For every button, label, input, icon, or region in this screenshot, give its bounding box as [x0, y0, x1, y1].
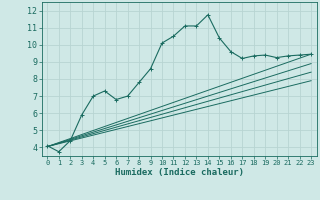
X-axis label: Humidex (Indice chaleur): Humidex (Indice chaleur): [115, 168, 244, 177]
